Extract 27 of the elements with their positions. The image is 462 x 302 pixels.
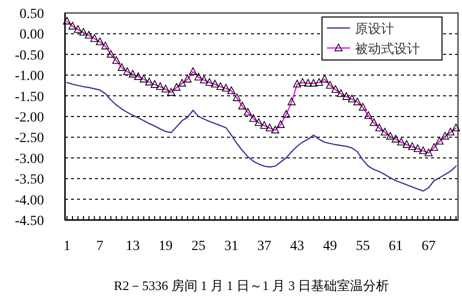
x-tick-label: 7 bbox=[96, 239, 104, 254]
y-tick-label: 0.50 bbox=[20, 7, 44, 22]
legend-label: 被动式设计 bbox=[355, 42, 420, 57]
x-tick-label: 31 bbox=[224, 239, 238, 254]
x-tick-label: 55 bbox=[356, 239, 370, 254]
x-tick-label: 1 bbox=[64, 239, 70, 254]
y-tick-label: -4.00 bbox=[14, 193, 44, 208]
x-tick-label: 19 bbox=[158, 239, 173, 254]
x-tick-label: 13 bbox=[126, 239, 140, 254]
text: R2－5336 房间 1 月 1 日～1 月 3 日基础室温分析 bbox=[114, 278, 390, 293]
y-tick-label: -2.50 bbox=[14, 131, 44, 146]
x-tick-label: 61 bbox=[388, 239, 403, 254]
x-tick-label: 43 bbox=[290, 239, 304, 254]
y-tick-label: -3.50 bbox=[14, 172, 44, 188]
y-tick-label: -3.00 bbox=[14, 152, 44, 167]
y-tick-label: 0.00 bbox=[20, 28, 44, 43]
x-tick-label: 37 bbox=[257, 239, 272, 254]
x-tick-label: 25 bbox=[191, 239, 206, 254]
x-tick-label: 49 bbox=[322, 239, 337, 254]
y-tick-label: -1.50 bbox=[14, 90, 44, 105]
y-tick-label: -2.00 bbox=[14, 110, 44, 126]
y-tick-label: -1.00 bbox=[14, 69, 44, 84]
line-series bbox=[66, 82, 457, 192]
y-tick-label: -4.50 bbox=[14, 214, 44, 229]
y-tick-label: -0.50 bbox=[14, 48, 44, 64]
x-tick-label: 67 bbox=[422, 239, 436, 254]
legend-label: 原设计 bbox=[355, 22, 394, 37]
